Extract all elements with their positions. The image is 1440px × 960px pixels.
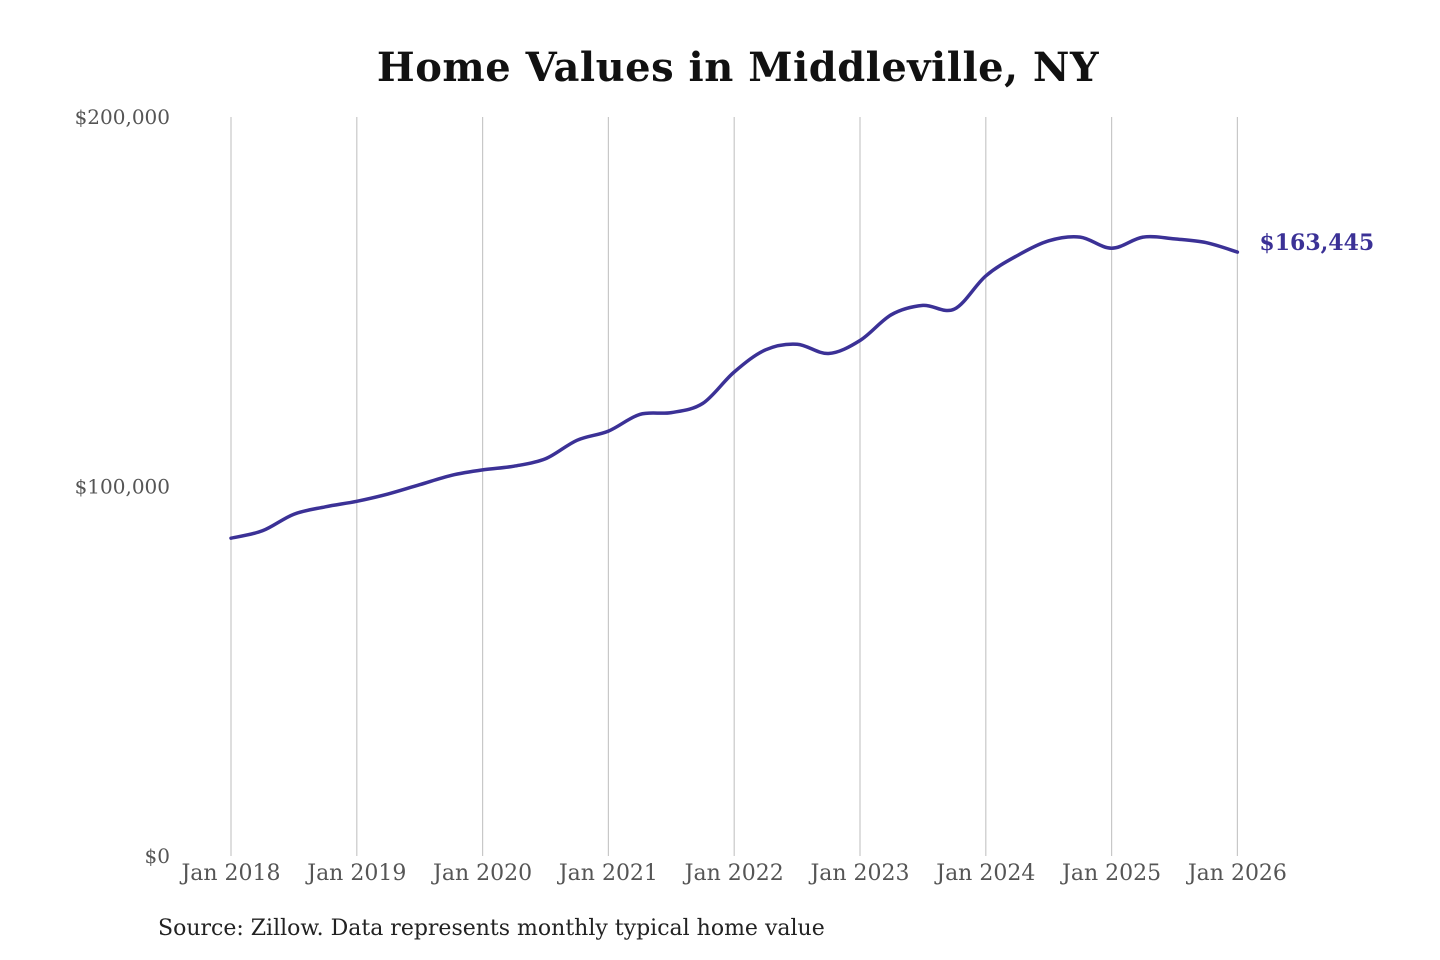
- x-tick-label: Jan 2021: [557, 861, 658, 886]
- source-note: Source: Zillow. Data represents monthly …: [158, 916, 825, 941]
- y-tick-label: $0: [145, 844, 170, 868]
- x-tick-label: Jan 2022: [683, 861, 784, 886]
- chart-title: Home Values in Middleville, NY: [376, 44, 1100, 91]
- x-tick-label: Jan 2020: [431, 861, 532, 886]
- y-axis-ticks: $0 $100,000 $200,000: [75, 105, 170, 868]
- home-value-line: [229, 234, 1240, 540]
- x-tick-label: Jan 2025: [1060, 861, 1161, 886]
- y-tick-label: $200,000: [75, 105, 170, 129]
- x-tick-label: Jan 2024: [934, 861, 1035, 886]
- x-tick-label: Jan 2023: [808, 861, 909, 886]
- x-tick-label: Jan 2026: [1186, 861, 1287, 886]
- latest-value-label: $163,445: [1259, 230, 1374, 256]
- x-tick-label: Jan 2019: [305, 861, 406, 886]
- x-axis-ticks: Jan 2018 Jan 2019 Jan 2020 Jan 2021 Jan 2022…: [179, 861, 1286, 886]
- gridlines: [230, 117, 1239, 856]
- x-tick-label: Jan 2018: [179, 861, 280, 886]
- y-tick-label: $100,000: [75, 475, 170, 499]
